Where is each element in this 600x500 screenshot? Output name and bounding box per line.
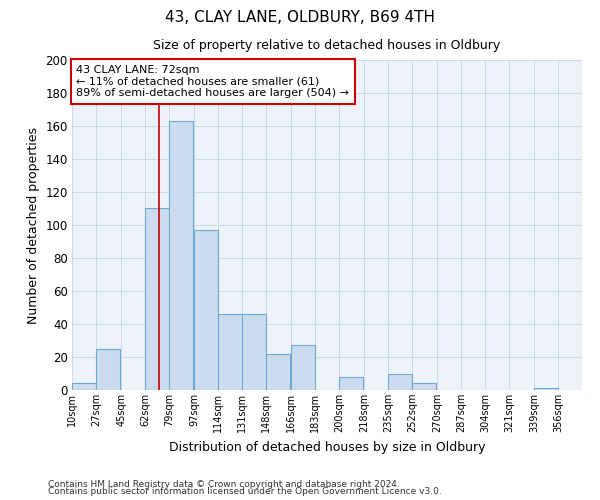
Title: Size of property relative to detached houses in Oldbury: Size of property relative to detached ho… <box>154 39 500 52</box>
Bar <box>266 354 290 390</box>
Bar <box>534 388 558 390</box>
X-axis label: Distribution of detached houses by size in Oldbury: Distribution of detached houses by size … <box>169 440 485 454</box>
Bar <box>242 314 266 390</box>
Bar <box>145 208 169 390</box>
Bar <box>339 377 363 390</box>
Text: Contains HM Land Registry data © Crown copyright and database right 2024.: Contains HM Land Registry data © Crown c… <box>48 480 400 489</box>
Text: 43 CLAY LANE: 72sqm
← 11% of detached houses are smaller (61)
89% of semi-detach: 43 CLAY LANE: 72sqm ← 11% of detached ho… <box>76 65 349 98</box>
Bar <box>96 349 120 390</box>
Text: Contains public sector information licensed under the Open Government Licence v3: Contains public sector information licen… <box>48 487 442 496</box>
Bar <box>388 374 412 390</box>
Bar <box>72 384 96 390</box>
Y-axis label: Number of detached properties: Number of detached properties <box>27 126 40 324</box>
Bar <box>194 230 218 390</box>
Bar <box>218 314 242 390</box>
Text: 43, CLAY LANE, OLDBURY, B69 4TH: 43, CLAY LANE, OLDBURY, B69 4TH <box>165 10 435 25</box>
Bar <box>291 346 315 390</box>
Bar <box>412 384 436 390</box>
Bar <box>169 121 193 390</box>
